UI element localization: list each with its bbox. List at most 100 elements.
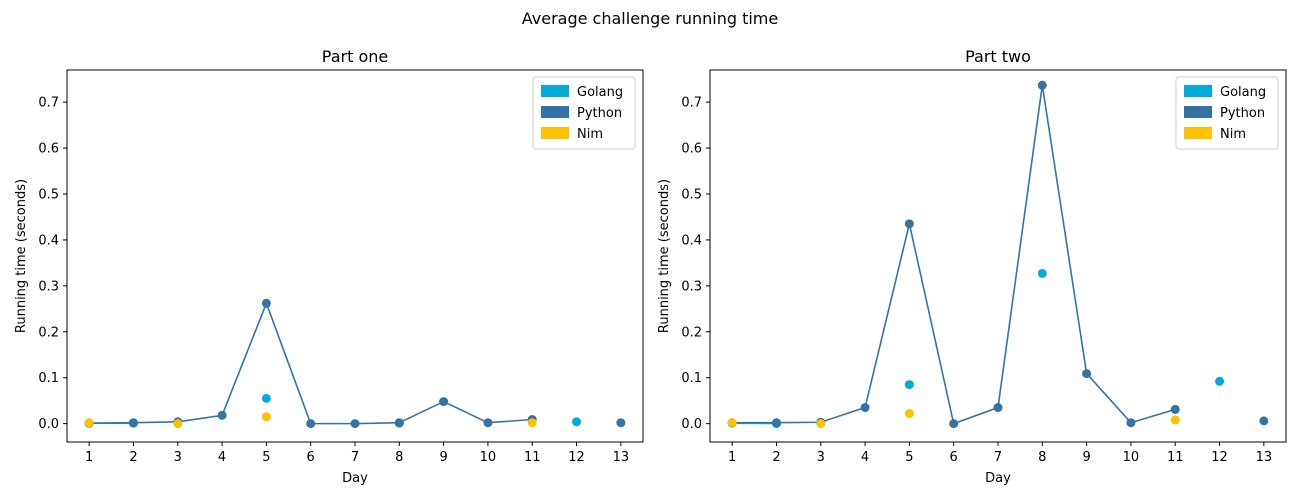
data-point-python (128, 418, 138, 428)
data-point-python (217, 410, 227, 420)
x-tick-label: 13 (613, 450, 630, 465)
x-tick-label: 12 (568, 450, 585, 465)
data-point-python (1082, 369, 1092, 379)
y-tick-label: 0.2 (38, 325, 59, 340)
y-tick-label: 0.4 (681, 233, 702, 248)
data-point-python (616, 418, 626, 428)
x-tick-label: 10 (480, 450, 497, 465)
legend-swatch-nim (541, 127, 569, 139)
y-tick-label: 0.6 (38, 142, 59, 157)
legend-label: Python (1220, 106, 1265, 121)
legend-label: Nim (1220, 127, 1246, 142)
data-point-golang (572, 417, 582, 427)
x-tick-label: 11 (524, 450, 541, 465)
series-line-python (732, 85, 1176, 425)
x-tick-label: 13 (1256, 450, 1273, 465)
data-point-nim (261, 412, 271, 422)
legend-swatch-python (1184, 106, 1212, 118)
y-axis-label: Running time (seconds) (657, 179, 672, 333)
x-tick-label: 8 (1038, 450, 1046, 465)
legend-swatch-golang (541, 85, 569, 97)
legend-label: Nim (577, 127, 603, 142)
y-tick-label: 0.5 (38, 188, 59, 203)
x-tick-label: 4 (861, 450, 869, 465)
plot-area (84, 298, 626, 429)
legend-label: Golang (577, 85, 623, 100)
legend-label: Python (577, 106, 622, 121)
data-point-golang (904, 380, 914, 390)
data-point-python (394, 418, 404, 428)
data-point-python (306, 419, 316, 429)
y-tick-label: 0.2 (681, 325, 702, 340)
data-point-nim (727, 418, 737, 428)
x-tick-label: 5 (262, 450, 270, 465)
data-point-python (350, 419, 360, 429)
data-point-python (1037, 80, 1047, 90)
x-tick-label: 2 (129, 450, 137, 465)
x-tick-label: 11 (1167, 450, 1184, 465)
data-point-python (261, 298, 271, 308)
x-axis-label: Day (985, 471, 1011, 486)
y-tick-label: 0.1 (681, 371, 702, 386)
y-tick-label: 0.7 (681, 96, 702, 111)
data-point-golang (1215, 376, 1225, 386)
x-axis-label: Day (342, 471, 368, 486)
y-tick-label: 0.5 (681, 188, 702, 203)
x-tick-label: 6 (950, 450, 958, 465)
data-point-nim (84, 418, 94, 428)
data-point-nim (816, 419, 826, 429)
data-point-python (1126, 418, 1136, 428)
x-tick-label: 3 (817, 450, 825, 465)
data-point-python (904, 219, 914, 229)
data-point-python (483, 418, 493, 428)
series-line-python (89, 301, 533, 425)
y-tick-label: 0.0 (681, 417, 702, 432)
data-point-nim (1170, 415, 1180, 425)
data-point-golang (261, 393, 271, 403)
x-tick-label: 12 (1211, 450, 1228, 465)
x-tick-label: 9 (1082, 450, 1090, 465)
data-point-python (993, 403, 1003, 413)
x-tick-label: 8 (395, 450, 403, 465)
x-tick-label: 2 (772, 450, 780, 465)
data-point-python (1259, 416, 1269, 426)
x-tick-label: 1 (85, 450, 93, 465)
data-point-python (949, 419, 959, 429)
legend-label: Golang (1220, 85, 1266, 100)
y-tick-label: 0.1 (38, 371, 59, 386)
y-tick-label: 0.3 (38, 279, 59, 294)
x-tick-label: 1 (728, 450, 736, 465)
figure-title: Average challenge running time (522, 9, 778, 28)
x-tick-label: 4 (218, 450, 226, 465)
y-tick-label: 0.7 (38, 96, 59, 111)
x-tick-label: 3 (174, 450, 182, 465)
plot-area (727, 80, 1269, 429)
x-tick-label: 5 (905, 450, 913, 465)
y-axis-label: Running time (seconds) (14, 179, 29, 333)
data-point-nim (904, 409, 914, 419)
data-point-python (439, 397, 449, 407)
subplot-title: Part two (965, 47, 1031, 66)
data-point-golang (1037, 268, 1047, 278)
y-tick-label: 0.3 (681, 279, 702, 294)
y-tick-label: 0.0 (38, 417, 59, 432)
data-point-nim (173, 419, 183, 429)
y-tick-label: 0.4 (38, 233, 59, 248)
x-tick-label: 6 (307, 450, 315, 465)
subplot-title: Part one (322, 47, 388, 66)
legend-swatch-nim (1184, 127, 1212, 139)
x-tick-label: 10 (1123, 450, 1140, 465)
legend: Golang Python Nim (1175, 76, 1279, 150)
legend-swatch-python (541, 106, 569, 118)
legend-swatch-golang (1184, 85, 1212, 97)
y-tick-label: 0.6 (681, 142, 702, 157)
data-point-nim (527, 418, 537, 428)
data-point-python (1170, 404, 1180, 414)
x-tick-label: 7 (994, 450, 1002, 465)
data-point-python (771, 418, 781, 428)
x-tick-label: 7 (351, 450, 359, 465)
